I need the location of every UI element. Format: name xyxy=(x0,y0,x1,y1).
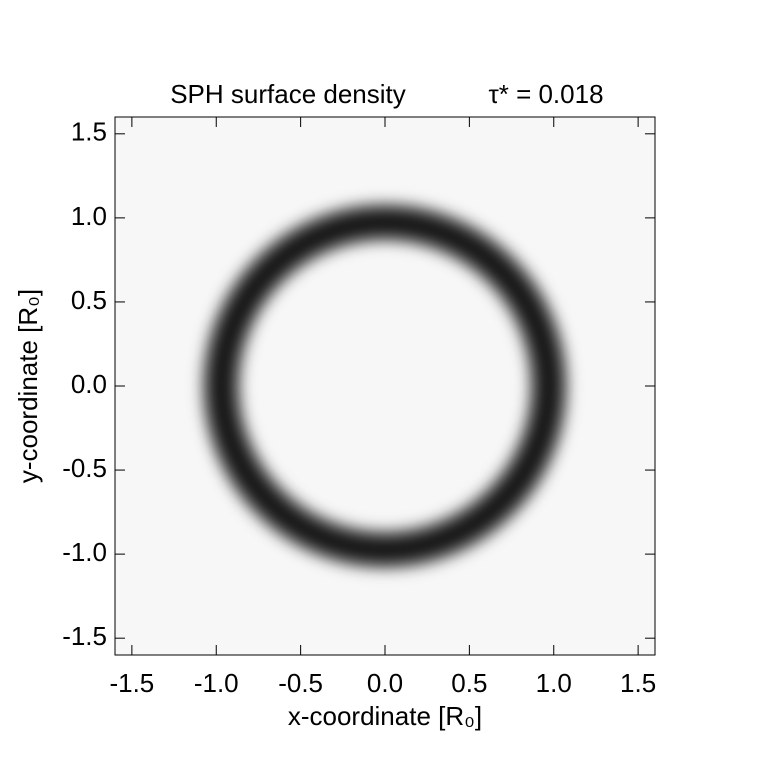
y-tick-label: 1.5 xyxy=(71,117,107,147)
y-tick-label: -1.0 xyxy=(62,537,107,567)
x-axis-label: x-coordinate [R₀] xyxy=(288,701,482,731)
x-tick-label: 1.0 xyxy=(536,668,572,698)
x-tick-label: 0.5 xyxy=(451,668,487,698)
y-tick-label: 0.0 xyxy=(71,369,107,399)
chart-title: SPH surface density xyxy=(170,79,406,109)
ring xyxy=(207,208,563,564)
annotation: τ* = 0.018 xyxy=(488,79,603,109)
plot-background xyxy=(115,117,655,655)
x-tick-label: 0.0 xyxy=(367,668,403,698)
y-tick-label: -0.5 xyxy=(62,453,107,483)
x-tick-label: -0.5 xyxy=(278,668,323,698)
y-tick-label: -1.5 xyxy=(62,621,107,651)
x-tick-label: 1.5 xyxy=(620,668,656,698)
y-tick-label: 1.0 xyxy=(71,201,107,231)
x-tick-label: -1.5 xyxy=(109,668,154,698)
y-tick-label: 0.5 xyxy=(71,285,107,315)
y-axis-label: y-coordinate [R₀] xyxy=(13,289,43,483)
x-tick-label: -1.0 xyxy=(194,668,239,698)
